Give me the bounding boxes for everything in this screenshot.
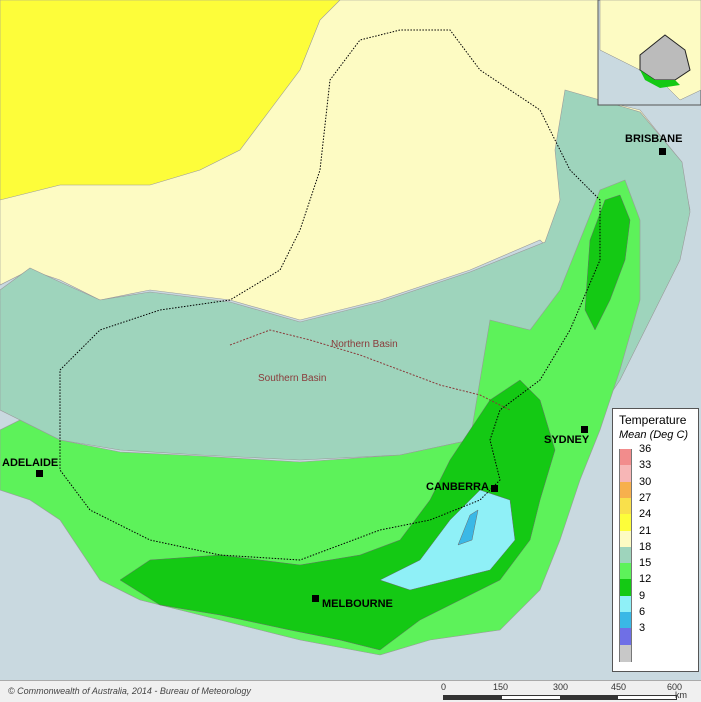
zone-24 [0,0,341,201]
city-label-melbourne: MELBOURNE [322,598,393,610]
legend-swatch [619,497,632,515]
legend-row: 27 [619,492,695,515]
legend-value: 12 [639,573,652,586]
legend-value: 18 [639,540,652,553]
legend-row [619,644,695,662]
zone-12 [119,379,556,651]
legend-row: 15 [619,557,695,581]
legend-row: 30 [619,476,695,499]
basin-divide [229,329,511,411]
legend-row: 3 [619,622,695,646]
legend-swatch [619,579,632,597]
city-label-canberra: CANBERRA [426,481,489,493]
legend-row: 9 [619,590,695,613]
basin-label-southern: Southern Basin [258,373,326,384]
scale-track [443,695,677,700]
scale-label-150: 150 [493,682,509,692]
city-label-sydney: SYDNEY [544,434,590,446]
legend-value: 21 [639,524,652,537]
zone-6 [457,509,479,546]
legend-swatch [619,563,632,581]
legend-value: 6 [639,606,646,618]
legend-row: 33 [619,459,695,483]
legend-row: 21 [619,525,695,548]
legend-swatch [619,644,632,662]
copyright-text: © Commonwealth of Australia, 2014 - Bure… [8,686,251,696]
legend-value: 9 [639,589,646,602]
legend-value: 15 [639,557,652,570]
scale-label-300: 300 [553,682,569,692]
basin-boundary [59,29,601,561]
legend-row: 36 [619,443,695,466]
scale-label-450: 450 [611,682,627,692]
legend-value: 27 [639,491,652,504]
inset-region [639,34,691,81]
legend-value: 3 [639,622,646,635]
legend: Temperature Mean (Deg C) 36 33 30 27 24 21 18 1… [612,408,699,672]
city-label-brisbane: BRISBANE [625,133,682,145]
city-marker-brisbane [659,148,666,155]
legend-value: 24 [639,508,652,521]
legend-row: 18 [619,541,695,564]
legend-title: Temperature [619,413,687,427]
inset-coast-band [640,70,680,88]
legend-value: 36 [639,443,652,455]
footer: © Commonwealth of Australia, 2014 - Bure… [0,680,701,702]
city-marker-canberra [491,485,498,492]
legend-swatch [619,546,632,564]
legend-row: 6 [619,606,695,629]
zone-9 [379,489,516,591]
scale-bar: 0 150 300 450 600 km [441,682,687,700]
legend-swatch [619,595,632,613]
basin-label-northern: Northern Basin [331,339,398,350]
legend-value: 30 [639,475,652,488]
city-marker-adelaide [36,470,43,477]
city-marker-melbourne [312,595,319,602]
city-marker-sydney [581,426,588,433]
zone-12-north [584,194,631,331]
scale-unit: km [675,690,687,700]
legend-subtitle: Mean (Deg C) [619,429,689,441]
legend-row: 12 [619,573,695,597]
legend-swatch [619,530,632,548]
legend-swatch [619,481,632,499]
legend-value: 33 [639,459,652,472]
legend-row: 24 [619,508,695,532]
city-label-adelaide: ADELAIDE [2,457,58,469]
legend-swatch [619,612,632,629]
legend-swatch [619,628,632,646]
legend-swatch [619,449,632,466]
legend-swatch [619,465,632,483]
legend-swatch [619,514,632,532]
scale-label-600: 600 [667,682,683,692]
scale-label-0: 0 [441,682,447,692]
